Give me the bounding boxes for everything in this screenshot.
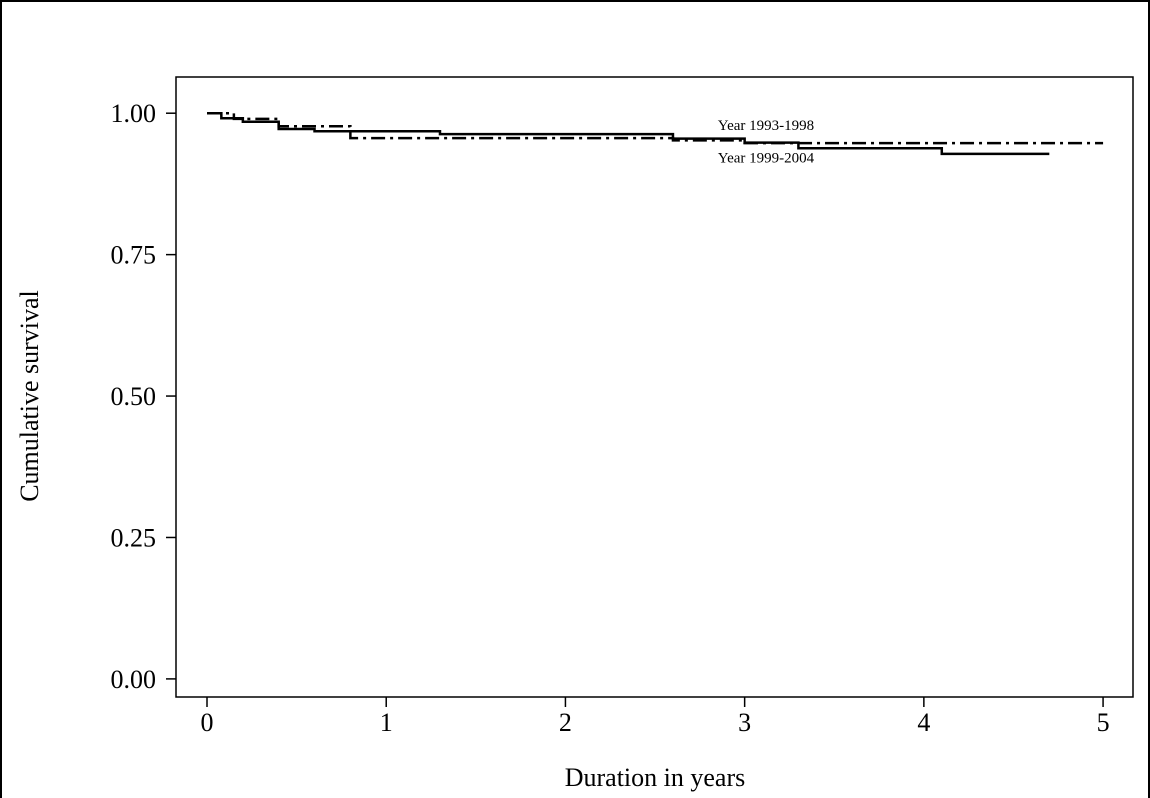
y-tick-label: 0.75 bbox=[111, 241, 157, 270]
x-axis-title: Duration in years bbox=[565, 763, 746, 792]
x-tick-label: 0 bbox=[201, 708, 214, 737]
y-axis-title: Cumulative survival bbox=[15, 290, 44, 502]
y-tick-label: 0.00 bbox=[111, 665, 157, 694]
annotation: Year 1999-2004 bbox=[718, 150, 815, 166]
x-tick-label: 2 bbox=[559, 708, 572, 737]
annotation: Year 1993-1998 bbox=[718, 118, 814, 134]
survival-line bbox=[207, 111, 1050, 156]
x-tick-label: 4 bbox=[917, 708, 930, 737]
plot-area bbox=[175, 76, 1134, 698]
y-tick-label: 0.25 bbox=[111, 523, 157, 552]
x-tick-label: 1 bbox=[380, 708, 393, 737]
x-tick-label: 5 bbox=[1097, 708, 1110, 737]
survival-line bbox=[207, 111, 1104, 145]
x-tick-label: 3 bbox=[738, 708, 751, 737]
y-tick-label: 1.00 bbox=[111, 99, 157, 128]
y-tick-label: 0.50 bbox=[111, 382, 157, 411]
